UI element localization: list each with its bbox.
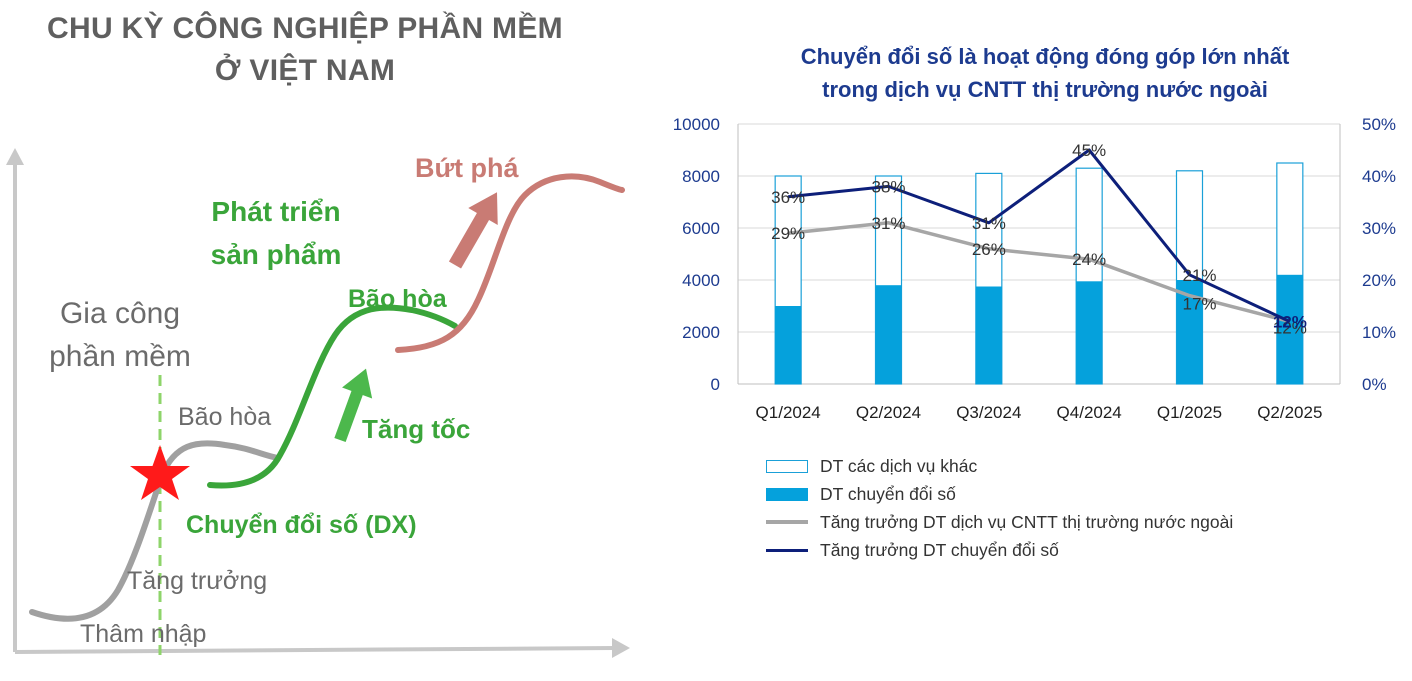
chart-title-line1: Chuyển đổi số là hoạt động đóng góp lớn … bbox=[800, 44, 1290, 69]
label-but-pha: Bứt phá bbox=[415, 153, 520, 183]
chart-title-line2: trong dịch vụ CNTT thị trường nước ngoài bbox=[822, 77, 1268, 102]
y-right-tick-label: 50% bbox=[1362, 115, 1396, 134]
data-label-it-growth: 17% bbox=[1182, 295, 1216, 314]
legend-item-it-growth: Tăng trưởng DT dịch vụ CNTT thị trường n… bbox=[766, 508, 1233, 536]
y-left-tick-label: 4000 bbox=[682, 271, 720, 290]
data-label-it-growth: 31% bbox=[871, 214, 905, 233]
label-bao-hoa-gray: Bão hòa bbox=[178, 403, 271, 431]
y-right-tick-label: 40% bbox=[1362, 167, 1396, 186]
bar-dx bbox=[975, 286, 1002, 384]
bar-dx bbox=[1076, 281, 1103, 384]
legend-label-it-growth: Tăng trưởng DT dịch vụ CNTT thị trường n… bbox=[820, 511, 1234, 532]
red-star-icon bbox=[130, 445, 190, 500]
legend-label-other: DT các dịch vụ khác bbox=[820, 455, 978, 476]
legend-swatch-it-growth bbox=[766, 520, 808, 524]
data-label-dx-growth: 12% bbox=[1273, 313, 1307, 332]
bar-dx bbox=[875, 285, 902, 384]
y-right-tick-label: 0% bbox=[1362, 375, 1387, 394]
cycle-title: CHU KỲ CÔNG NGHIỆP PHẦN MỀM Ở VIỆT NAM bbox=[10, 8, 600, 92]
x-tick-label: Q2/2025 bbox=[1257, 403, 1322, 422]
cycle-x-axis-arrow-icon bbox=[612, 638, 630, 658]
data-label-dx-growth: 31% bbox=[972, 214, 1006, 233]
x-tick-label: Q3/2024 bbox=[956, 403, 1021, 422]
label-tham-nhap: Thâm nhập bbox=[80, 620, 206, 648]
bar-dx bbox=[775, 306, 802, 384]
data-label-it-growth: 26% bbox=[972, 240, 1006, 259]
rose-s-curve bbox=[395, 173, 625, 353]
label-bao-hoa-green: Bão hòa bbox=[348, 285, 448, 313]
y-right-tick-label: 10% bbox=[1362, 323, 1396, 342]
legend-item-dx-growth: Tăng trưởng DT chuyển đổi số bbox=[766, 536, 1233, 564]
bar-dx bbox=[1276, 274, 1303, 384]
y-right-tick-label: 30% bbox=[1362, 219, 1396, 238]
line-dx-growth bbox=[788, 148, 1291, 323]
x-tick-label: Q4/2024 bbox=[1057, 403, 1122, 422]
y-left-tick-label: 2000 bbox=[682, 323, 720, 342]
legend-label-dx: DT chuyển đổi số bbox=[820, 483, 956, 504]
label-chuyen-doi-so: Chuyển đổi số (DX) bbox=[186, 511, 417, 539]
green-s-curve bbox=[207, 304, 458, 489]
legend-item-other: DT các dịch vụ khác bbox=[766, 452, 1233, 480]
legend-label-dx-growth: Tăng trưởng DT chuyển đổi số bbox=[820, 539, 1059, 560]
label-tang-toc: Tăng tốc bbox=[362, 414, 470, 444]
line-it-growth bbox=[787, 221, 1291, 324]
label-gia-cong-1: Gia công bbox=[60, 297, 180, 330]
chart-legend: DT các dịch vụ khác DT chuyển đổi số Tăn… bbox=[766, 452, 1233, 564]
label-gia-cong-2: phần mềm bbox=[49, 340, 191, 373]
cycle-y-axis-arrow-icon bbox=[6, 148, 24, 165]
data-label-dx-growth: 45% bbox=[1072, 141, 1106, 160]
y-left-tick-label: 8000 bbox=[682, 167, 720, 186]
cycle-x-axis bbox=[14, 646, 616, 654]
label-phat-trien-1: Phát triển bbox=[211, 196, 340, 227]
but-pha-arrow-icon bbox=[448, 192, 498, 269]
y-right-tick-label: 20% bbox=[1362, 271, 1396, 290]
x-tick-label: Q1/2025 bbox=[1157, 403, 1222, 422]
software-cycle-diagram: Gia công phần mềm Bão hòa Tăng trưởng Th… bbox=[6, 148, 630, 658]
chart-title: Chuyển đổi số là hoạt động đóng góp lớn … bbox=[740, 40, 1350, 106]
y-left-tick-label: 6000 bbox=[682, 219, 720, 238]
data-label-it-growth: 29% bbox=[771, 224, 805, 243]
data-label-it-growth: 24% bbox=[1072, 250, 1106, 269]
data-label-dx-growth: 21% bbox=[1182, 266, 1216, 285]
cycle-title-line2: Ở VIỆT NAM bbox=[214, 54, 396, 87]
legend-swatch-dx bbox=[766, 487, 808, 501]
data-label-dx-growth: 36% bbox=[771, 188, 805, 207]
label-tang-truong: Tăng trưởng bbox=[127, 567, 267, 595]
cycle-title-line1: CHU KỲ CÔNG NGHIỆP PHẦN MỀM bbox=[47, 12, 563, 45]
legend-swatch-other bbox=[766, 459, 808, 473]
legend-swatch-dx-growth bbox=[766, 548, 808, 552]
y-left-tick-label: 10000 bbox=[673, 115, 720, 134]
legend-item-dx: DT chuyển đổi số bbox=[766, 480, 1233, 508]
y-left-tick-label: 0 bbox=[711, 375, 720, 394]
label-phat-trien-2: sản phẩm bbox=[211, 239, 342, 270]
tang-toc-arrow-icon bbox=[334, 368, 373, 443]
x-tick-label: Q1/2024 bbox=[756, 403, 821, 422]
x-tick-label: Q2/2024 bbox=[856, 403, 921, 422]
data-label-it-growth: 12% bbox=[1273, 319, 1307, 338]
data-label-dx-growth: 38% bbox=[871, 177, 905, 196]
